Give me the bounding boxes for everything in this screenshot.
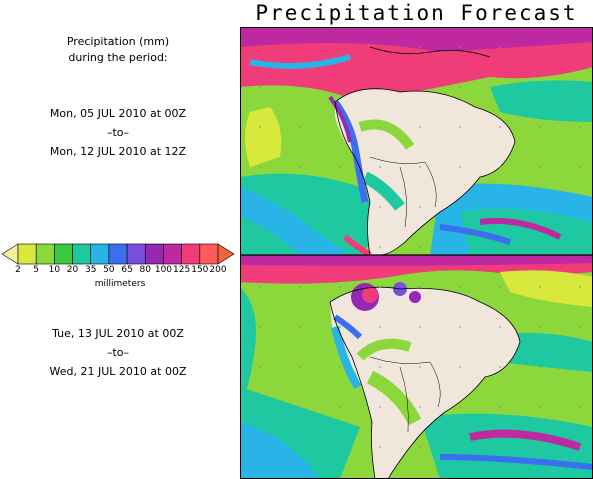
period1-start: Mon, 05 JUL 2010 at 00Z — [49, 107, 187, 120]
legend-color-box — [126, 243, 146, 265]
legend-tick-label: 2 — [15, 265, 21, 275]
legend-tick-label: 10 — [48, 265, 61, 275]
period2-end: Wed, 21 JUL 2010 at 00Z — [49, 365, 187, 378]
legend-color-box — [54, 243, 73, 265]
legend-tick-label: 35 — [84, 265, 97, 275]
forecast-maps — [240, 27, 593, 479]
page-title: Precipitation Forecast — [255, 1, 578, 25]
legend-color-box — [199, 243, 219, 265]
color-legend — [1, 243, 235, 265]
legend-color-box — [35, 243, 55, 265]
legend-color-box — [90, 243, 110, 265]
period2-dates: Tue, 13 JUL 2010 at 00Z –to– Wed, 21 JUL… — [0, 326, 236, 380]
legend-tick-label: 5 — [33, 265, 40, 275]
legend-color-box — [108, 243, 128, 265]
map-panel-period2 — [240, 255, 593, 479]
legend-tick-labels: 2 5 10 20 35 50 65 80 100 125 150 200 — [15, 265, 226, 279]
legend-tick-label: 20 — [66, 265, 79, 275]
legend-color-box — [181, 243, 201, 265]
legend-arrow-low — [1, 243, 19, 265]
legend-tick-label: 80 — [139, 265, 151, 275]
legend-tick-label: 150 — [191, 265, 209, 275]
period1-end: Mon, 12 JUL 2010 at 12Z — [49, 145, 187, 158]
legend-units: millimeters — [94, 279, 146, 289]
period-header: Precipitation (mm) during the period: — [0, 34, 236, 66]
period1-dates: Mon, 05 JUL 2010 at 00Z –to– Mon, 12 JUL… — [0, 106, 236, 160]
legend-tick-label: 100 — [154, 265, 173, 275]
period-header-line1: Precipitation (mm) — [66, 35, 170, 48]
legend-color-box — [72, 243, 92, 265]
period2-separator: –to– — [106, 346, 130, 359]
legend-tick-label: 65 — [121, 265, 133, 275]
legend-color-box — [144, 243, 164, 265]
period-header-line2: during the period: — [68, 51, 168, 64]
legend-tick-label: 125 — [173, 265, 191, 275]
legend-color-box — [163, 243, 182, 265]
legend-color-box — [17, 243, 37, 265]
map-panel-period1 — [240, 27, 593, 255]
period2-start: Tue, 13 JUL 2010 at 00Z — [52, 327, 184, 340]
legend-tick-label: 200 — [209, 265, 227, 275]
legend-arrow-high — [217, 243, 235, 265]
legend-color-bar — [1, 243, 235, 265]
period1-separator: –to– — [106, 126, 130, 139]
legend-tick-label: 50 — [103, 265, 115, 275]
